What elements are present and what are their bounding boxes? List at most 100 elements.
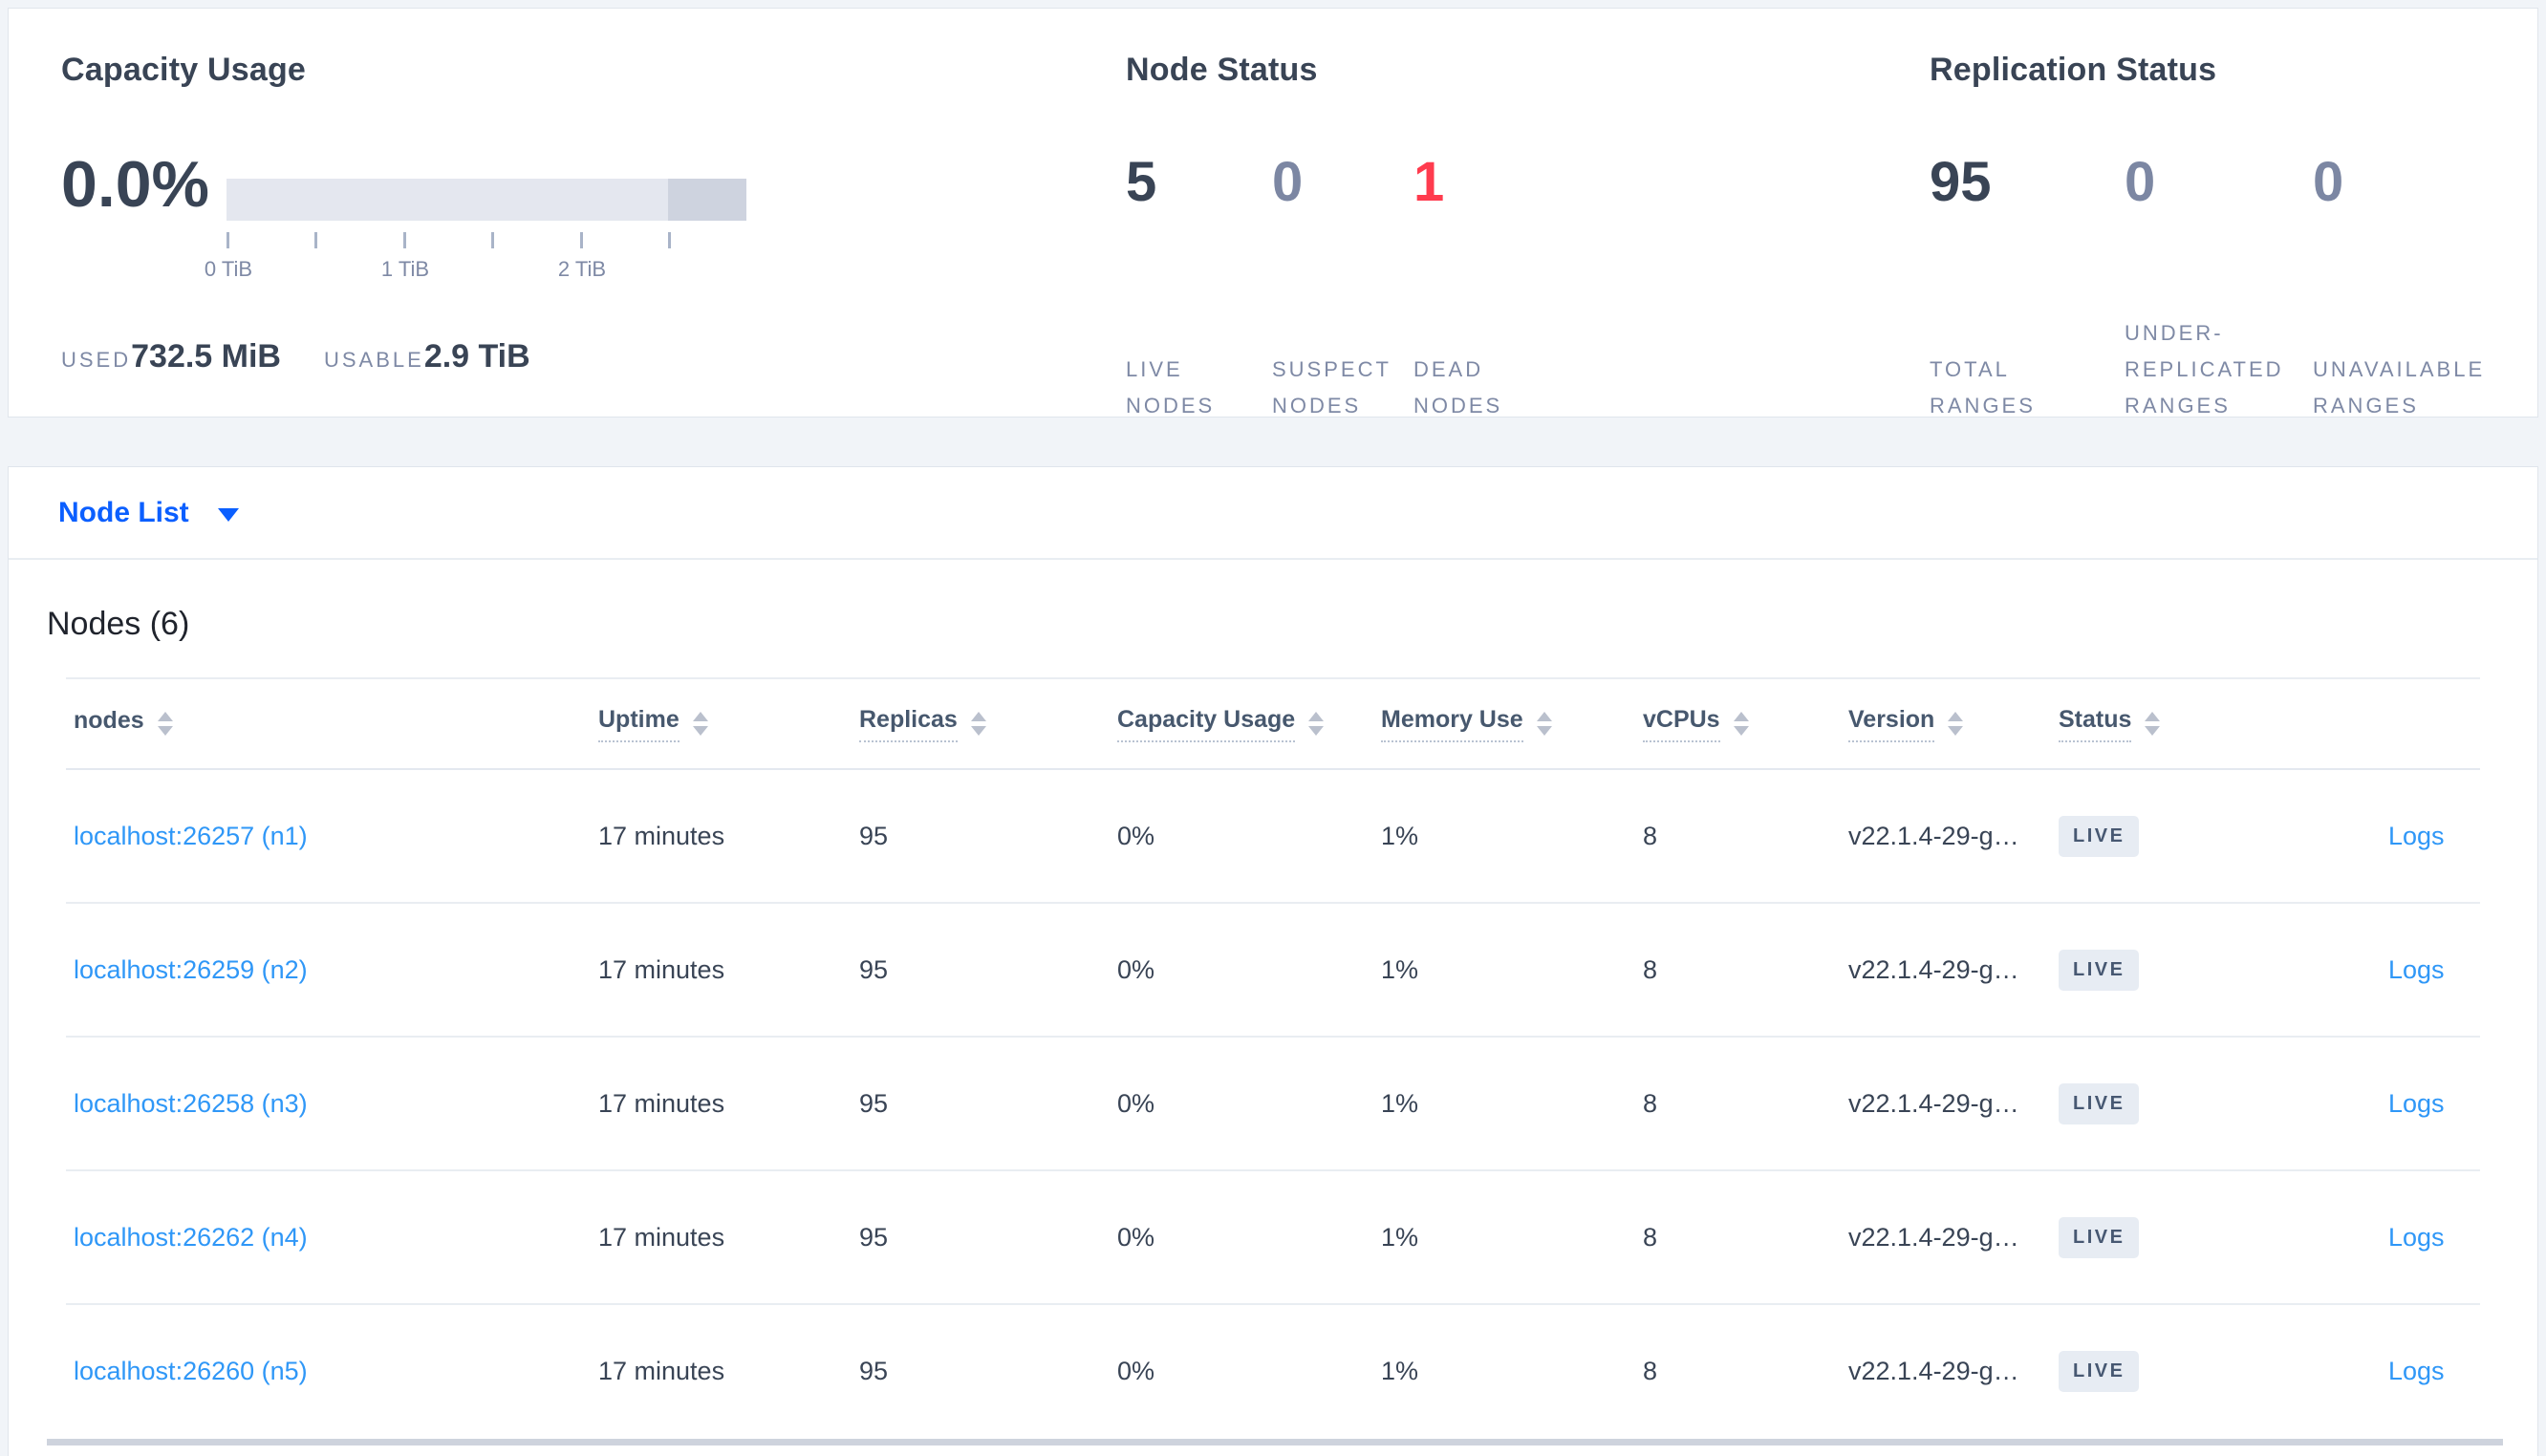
uptime-cell: 17 minutes <box>598 1222 725 1252</box>
logs-link-cell: Logs <box>2381 769 2480 903</box>
column-header-label: Status <box>2059 706 2132 742</box>
axis-tick-label: 2 TiB <box>557 257 607 281</box>
stat-value: 95 <box>1930 151 1992 213</box>
nodes-table: nodes Uptime Replicas Capacity Usage Memory … <box>66 677 2480 1438</box>
used-value: 732.5 MiB <box>131 338 281 375</box>
vcpus-cell: 8 <box>1643 1357 1658 1385</box>
version-cell: v22.1.4-29-g… <box>1848 1222 2019 1252</box>
logs-link[interactable]: Logs <box>2388 954 2445 984</box>
node-link[interactable]: localhost:26258 (n3) <box>74 1088 308 1118</box>
capacity-percent: 0.0% <box>61 148 209 221</box>
stat-label: UNDER-REPLICATED RANGES <box>2125 321 2284 418</box>
uptime-cell: 17 minutes <box>598 1088 725 1118</box>
usable-label: USABLE <box>323 348 424 372</box>
status-badge: LIVE <box>2059 1216 2140 1258</box>
capacity-bar-usable-segment <box>227 179 669 221</box>
status-badge-cell: LIVE <box>2051 903 2381 1037</box>
uptime-cell: 17 minutes <box>598 1357 725 1385</box>
sort-icon <box>1948 712 1964 736</box>
table-row: localhost:26260 (n5) 17 minutes 95 0% 1% 8 v22… <box>66 1304 2480 1438</box>
summary-band: Capacity Usage 0.0% 0 TiB 1 TiB 2 TiB US… <box>8 8 2538 418</box>
usable-value: 2.9 TiB <box>423 338 530 375</box>
node-link-cell: localhost:26262 (n4) <box>66 1170 591 1304</box>
node-link[interactable]: localhost:26257 (n1) <box>74 821 308 850</box>
capacity-bar-end-segment <box>668 179 746 221</box>
stat-label: SUSPECT NODES <box>1272 357 1392 418</box>
column-header-label: nodes <box>74 706 144 734</box>
column-header-label: Replicas <box>859 706 958 742</box>
node-list-dropdown-label: Node List <box>58 496 189 528</box>
logs-link[interactable]: Logs <box>2388 1088 2445 1118</box>
stat-label: TOTAL RANGES <box>1930 357 2036 418</box>
uptime-cell: 17 minutes <box>598 954 725 984</box>
replicas-cell: 95 <box>859 1088 889 1118</box>
stat-value: 0 <box>2313 151 2344 213</box>
logs-link-cell: Logs <box>2381 903 2480 1037</box>
memory-use-cell: 1% <box>1381 954 1419 984</box>
logs-link[interactable]: Logs <box>2388 1357 2445 1385</box>
column-header-uptime[interactable]: Uptime <box>591 678 852 769</box>
logs-link[interactable]: Logs <box>2388 1222 2445 1252</box>
table-row: localhost:26258 (n3) 17 minutes 95 0% 1% 8 v22… <box>66 1037 2480 1170</box>
column-header-memory-use[interactable]: Memory Use <box>1373 678 1635 769</box>
axis-tick-label: 0 TiB <box>204 257 253 281</box>
node-list-dropdown[interactable]: Node List <box>9 467 2537 560</box>
memory-use-cell: 1% <box>1381 1357 1419 1385</box>
sort-icon <box>1536 712 1552 736</box>
logs-link-cell: Logs <box>2381 1037 2480 1170</box>
column-header-capacity-usage[interactable]: Capacity Usage <box>1110 678 1373 769</box>
stat-value: 0 <box>2125 151 2156 213</box>
axis-tick-label: 1 TiB <box>380 257 430 281</box>
node-link-cell: localhost:26258 (n3) <box>66 1037 591 1170</box>
node-link-cell: localhost:26259 (n2) <box>66 903 591 1037</box>
column-header-status[interactable]: Status <box>2051 678 2381 769</box>
stat-label: UNAVAILABLE RANGES <box>2313 357 2486 418</box>
nodes-heading: Nodes (6) <box>47 606 190 642</box>
column-header-replicas[interactable]: Replicas <box>852 678 1110 769</box>
column-header-label: vCPUs <box>1643 706 1720 742</box>
column-header-version[interactable]: Version <box>1841 678 2051 769</box>
column-header-vcpus[interactable]: vCPUs <box>1635 678 1841 769</box>
node-link[interactable]: localhost:26262 (n4) <box>74 1222 308 1252</box>
version-cell: v22.1.4-29-g… <box>1848 954 2019 984</box>
capacity-usage-cell: 0% <box>1117 1088 1155 1118</box>
version-cell: v22.1.4-29-g… <box>1848 821 2019 850</box>
status-badge: LIVE <box>2059 1082 2140 1124</box>
replicas-cell: 95 <box>859 821 889 850</box>
sort-icon <box>157 712 173 736</box>
capacity-usage-panel: Capacity Usage 0.0% 0 TiB 1 TiB 2 TiB US… <box>61 52 826 396</box>
logs-link[interactable]: Logs <box>2388 821 2445 850</box>
node-link[interactable]: localhost:26259 (n2) <box>74 954 308 984</box>
replication-status-title: Replication Status <box>1930 52 2217 88</box>
capacity-usage-title: Capacity Usage <box>61 52 307 88</box>
replication-status-labels: TOTAL RANGES UNDER-REPLICATED RANGES UNAVA… <box>1930 281 2546 424</box>
version-cell: v22.1.4-29-g… <box>1848 1357 2019 1385</box>
node-status-values: 5 0 1 <box>1126 150 1444 214</box>
sort-icon <box>1308 712 1325 736</box>
chevron-down-icon <box>217 508 239 522</box>
status-badge: LIVE <box>2059 949 2140 991</box>
axis-tick <box>403 232 406 248</box>
sort-icon <box>970 712 986 736</box>
vcpus-cell: 8 <box>1643 821 1658 850</box>
capacity-usage-cell: 0% <box>1117 954 1155 984</box>
status-badge-cell: LIVE <box>2051 1037 2381 1170</box>
sort-icon <box>1733 712 1749 736</box>
status-badge: LIVE <box>2059 1351 2140 1392</box>
memory-use-cell: 1% <box>1381 821 1419 850</box>
horizontal-scrollbar[interactable] <box>47 1439 2503 1445</box>
table-header-row: nodes Uptime Replicas Capacity Usage Memory … <box>66 678 2480 769</box>
logs-link-cell: Logs <box>2381 1170 2480 1304</box>
stat-label: LIVE NODES <box>1126 357 1216 418</box>
vcpus-cell: 8 <box>1643 1088 1658 1118</box>
column-header-label: Capacity Usage <box>1117 706 1296 742</box>
axis-tick <box>580 232 583 248</box>
capacity-bar: 0 TiB 1 TiB 2 TiB <box>205 179 746 281</box>
replication-status-values: 95 0 0 <box>1930 150 2343 214</box>
vcpus-cell: 8 <box>1643 954 1658 984</box>
status-badge-cell: LIVE <box>2051 1304 2381 1438</box>
axis-tick <box>227 232 229 248</box>
column-header-nodes[interactable]: nodes <box>66 678 591 769</box>
node-link[interactable]: localhost:26260 (n5) <box>74 1357 308 1385</box>
column-header-label: Version <box>1848 706 1935 742</box>
